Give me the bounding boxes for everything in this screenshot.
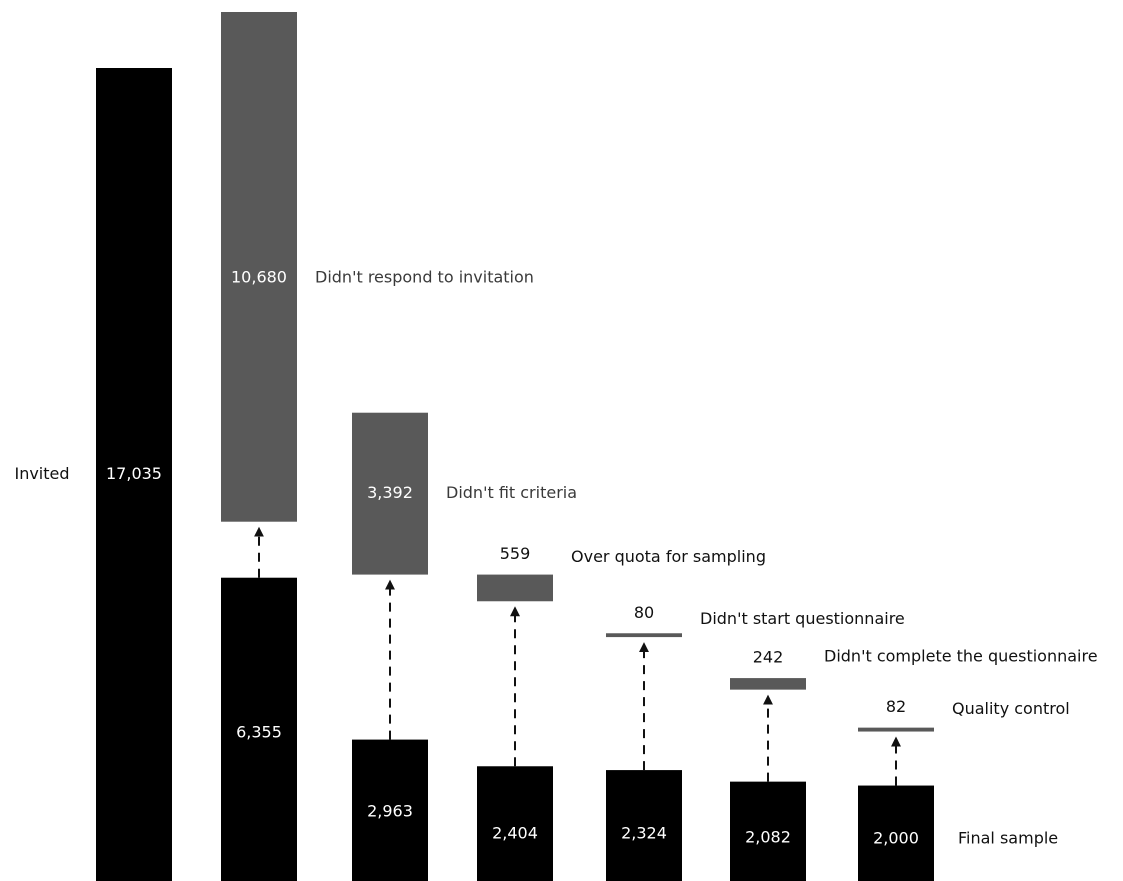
bar-remaining-2	[352, 739, 428, 881]
bar-removed-3-value-label: 559	[500, 544, 531, 563]
bar-removed-4	[606, 633, 682, 638]
bar-removed-5-reason-label: Didn't complete the questionnaire	[824, 647, 1098, 666]
final-sample-label: Final sample	[958, 829, 1058, 848]
bar-remaining-2-value-label: 2,963	[367, 802, 413, 821]
bar-removed-1	[221, 12, 297, 522]
bar-removed-5	[730, 678, 806, 690]
bar-remaining-5-value-label: 2,082	[745, 828, 791, 847]
bar-remaining-6	[858, 785, 934, 881]
bar-removed-2-value-label: 3,392	[367, 483, 413, 502]
bar-remaining-3	[477, 766, 553, 881]
bar-removed-1-value-label: 10,680	[231, 267, 287, 286]
bar-remaining-3-value-label: 2,404	[492, 824, 538, 843]
bar-invited-value-label: 17,035	[106, 464, 162, 483]
bar-removed-4-reason-label: Didn't start questionnaire	[700, 609, 905, 628]
bar-removed-1-reason-label: Didn't respond to invitation	[315, 267, 534, 286]
bar-removed-3-reason-label: Over quota for sampling	[571, 547, 766, 566]
bar-removed-3	[477, 574, 553, 602]
bar-remaining-4-value-label: 2,324	[621, 824, 667, 843]
bar-invited	[96, 68, 172, 881]
bar-remaining-1-value-label: 6,355	[236, 723, 282, 742]
bar-invited-category-label: Invited	[14, 464, 69, 483]
bar-removed-4-value-label: 80	[634, 603, 654, 622]
bar-remaining-6-value-label: 2,000	[873, 829, 919, 848]
bar-remaining-1	[221, 577, 297, 881]
bar-removed-6-reason-label: Quality control	[952, 699, 1070, 718]
bar-removed-6-value-label: 82	[886, 697, 906, 716]
bar-removed-2	[352, 412, 428, 575]
bar-removed-5-value-label: 242	[753, 648, 784, 667]
bar-removed-6	[858, 727, 934, 732]
bar-remaining-4	[606, 770, 682, 881]
bar-remaining-5	[730, 781, 806, 881]
bar-removed-2-reason-label: Didn't fit criteria	[446, 483, 577, 502]
